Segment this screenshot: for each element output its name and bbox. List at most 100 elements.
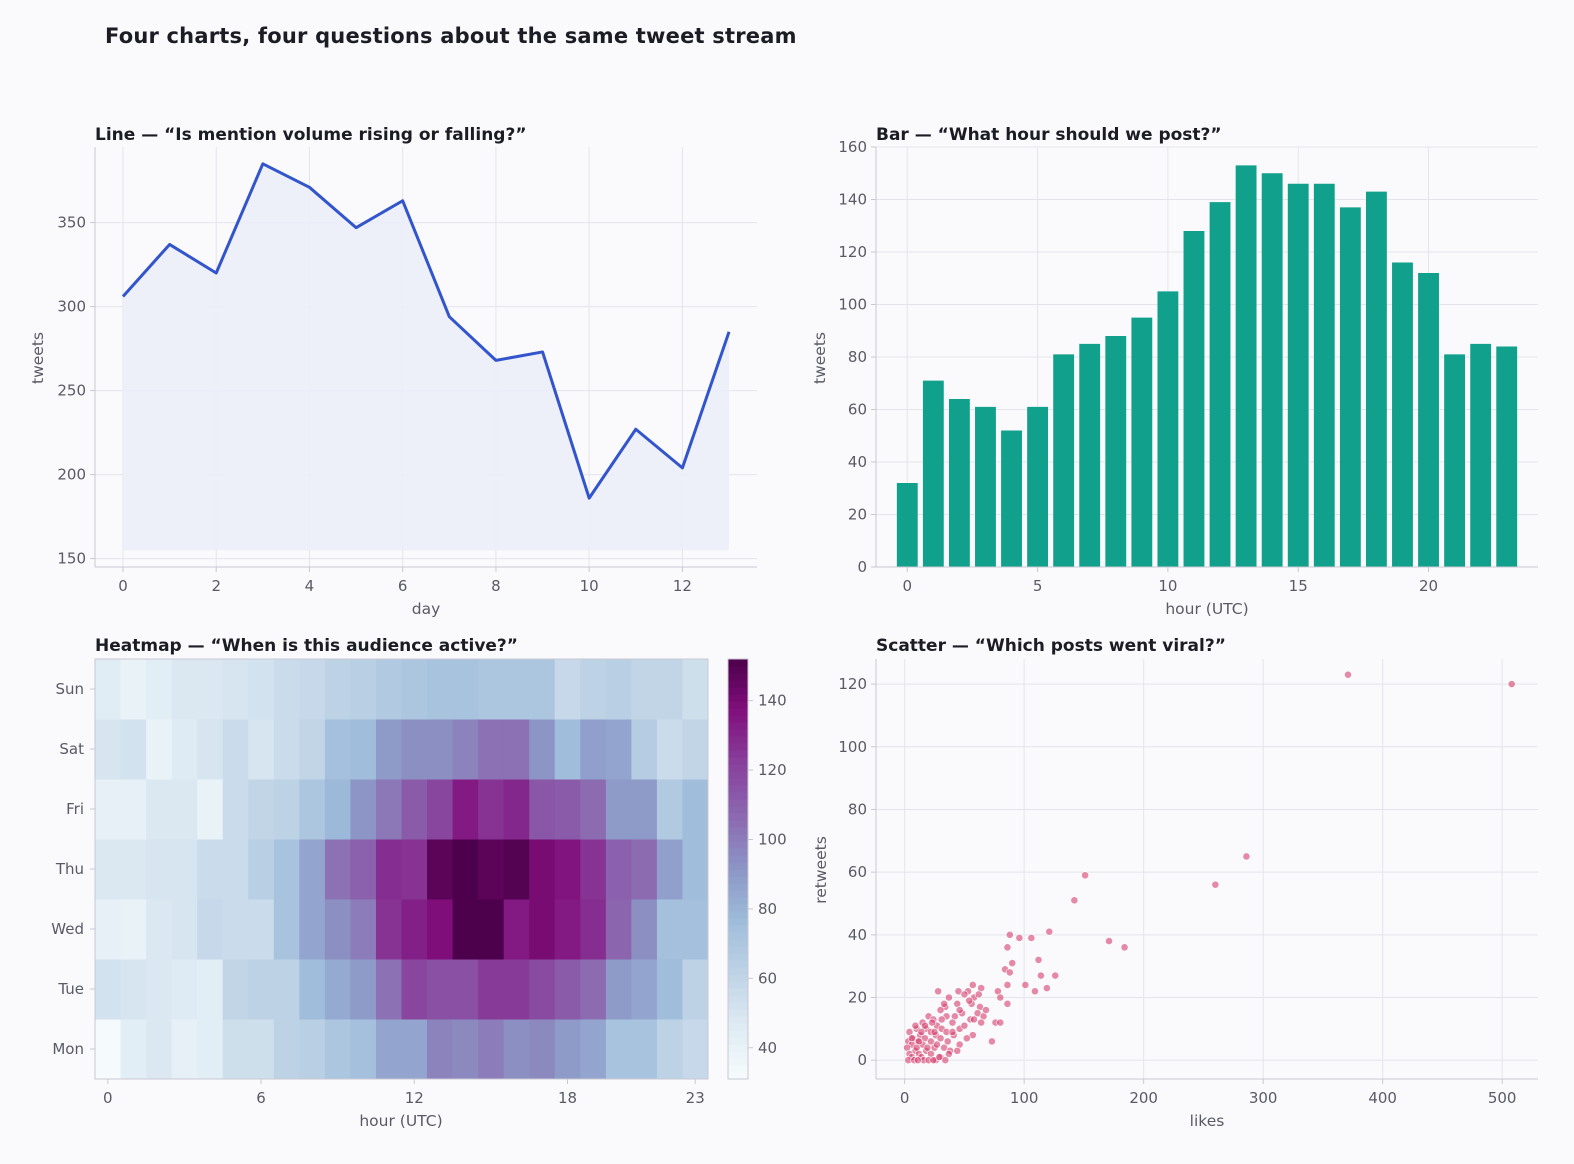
colorbar-segment	[728, 1065, 748, 1073]
colorbar-segment	[728, 876, 748, 884]
scatter-point	[936, 1034, 945, 1043]
scatter-point	[913, 1056, 922, 1065]
heatmap-cell	[452, 959, 479, 1020]
colorbar-segment	[728, 764, 748, 772]
line-chart-ytick-label: 250	[57, 382, 86, 400]
heatmap-cell	[222, 719, 249, 780]
heatmap-cell	[248, 899, 275, 960]
heatmap-cell	[656, 1019, 683, 1080]
scatter-chart-ytick-label: 100	[838, 738, 867, 756]
colorbar-segment	[728, 883, 748, 891]
colorbar-segment	[728, 771, 748, 779]
scatter-point	[940, 1043, 949, 1052]
bar	[1001, 430, 1022, 567]
heatmap-cell	[401, 659, 428, 720]
heatmap-cell	[427, 899, 454, 960]
scatter-chart-xtick-label: 500	[1488, 1089, 1517, 1107]
heatmap-cell	[171, 1019, 198, 1080]
heatmap-cell	[95, 659, 122, 720]
line-chart-xtick-label: 4	[305, 577, 315, 595]
scatter-chart-xtick-label: 300	[1249, 1089, 1278, 1107]
scatter-point	[973, 1009, 982, 1018]
colorbar-segment	[728, 687, 748, 695]
scatter-point	[970, 1015, 978, 1024]
heatmap-cell	[427, 839, 454, 900]
heatmap-cell	[324, 779, 351, 840]
scatter-point	[948, 1028, 957, 1036]
bar	[1418, 273, 1439, 567]
scatter-point	[1015, 934, 1024, 942]
colorbar-segment	[728, 1009, 748, 1017]
bar-chart-ticks: 0 5 10 15 20 0 20 40 60 80 100 120 140 160	[838, 138, 1538, 595]
scatter-point	[982, 1006, 990, 1014]
bar	[1157, 291, 1179, 567]
bar	[1261, 173, 1283, 567]
heatmap-cell	[171, 779, 198, 840]
heatmap-cell	[401, 1019, 428, 1080]
scatter-point	[921, 1021, 929, 1030]
heatmap-cell	[248, 959, 275, 1020]
scatter-point	[1027, 934, 1036, 942]
heatmap-cell	[529, 839, 556, 900]
scatter-point	[996, 993, 1005, 1002]
heatmap-cell	[248, 659, 275, 720]
scatter-chart-ytick-label: 60	[848, 863, 867, 881]
heatmap-cell	[580, 959, 607, 1020]
bar-chart-ytick-label: 120	[838, 243, 867, 261]
line-chart-ytick-label: 150	[57, 550, 86, 568]
heatmap-row-label: Mon	[52, 1040, 84, 1058]
colorbar-segment	[728, 1072, 748, 1080]
heatmap-cell	[197, 719, 224, 780]
heatmap-cell	[401, 779, 428, 840]
heatmap-cell	[120, 659, 147, 720]
heatmap-cell	[324, 959, 351, 1020]
heatmap-cell	[248, 839, 275, 900]
heatmap-cell	[350, 839, 377, 900]
scatter-point	[944, 1050, 953, 1058]
heatmap-cell	[580, 899, 607, 960]
colorbar-segment	[728, 666, 748, 674]
bar-chart-xtick-label: 10	[1158, 577, 1177, 595]
colorbar-segment	[728, 953, 748, 961]
scatter-point	[941, 1056, 950, 1065]
colorbar-frame	[727, 658, 749, 1080]
heatmap-cell	[605, 779, 632, 840]
bar	[1365, 191, 1387, 567]
heatmap-cell	[605, 719, 632, 780]
heatmap-cell	[146, 719, 173, 780]
line-chart-ytick-label: 300	[57, 298, 86, 316]
heatmap-cell	[682, 899, 709, 960]
heatmap-cell	[478, 779, 505, 840]
colorbar-tick-label: 80	[758, 900, 777, 918]
scatter-chart-xlabel: likes	[1190, 1112, 1225, 1130]
heatmap-row-label: Wed	[51, 920, 84, 938]
scatter-chart-title: Scatter — “Which posts went viral?”	[876, 636, 1226, 656]
scatter-point	[937, 1015, 946, 1024]
colorbar-segment	[728, 743, 748, 751]
bar-chart-ylabel: tweets	[811, 332, 829, 384]
heatmap-cell	[324, 839, 351, 900]
bar	[1131, 317, 1153, 567]
heatmap-cell	[350, 659, 377, 720]
scatter-point	[1031, 987, 1039, 996]
scatter-point	[968, 981, 977, 989]
line-chart-xtick-label: 6	[398, 577, 408, 595]
colorbar-segment	[728, 1002, 748, 1010]
heatmap-row-label: Fri	[66, 800, 84, 818]
heatmap-cell	[273, 779, 300, 840]
scatter-point	[960, 990, 969, 999]
heatmap-cell	[529, 719, 556, 780]
heatmap-cell	[350, 779, 377, 840]
scatter-point	[907, 1034, 916, 1043]
heatmap-cell	[478, 1019, 505, 1080]
colorbar-segment	[728, 1037, 748, 1045]
scatter-point	[965, 996, 974, 1005]
scatter-point	[944, 993, 953, 1002]
scatter-chart-ytick-label: 40	[848, 926, 867, 944]
scatter-point	[940, 999, 949, 1008]
colorbar-segment	[728, 974, 748, 982]
heatmap-cell	[299, 839, 326, 900]
heatmap-cell	[146, 899, 173, 960]
scatter-point	[1042, 984, 1051, 993]
line-chart-xtick-label: 2	[211, 577, 221, 595]
